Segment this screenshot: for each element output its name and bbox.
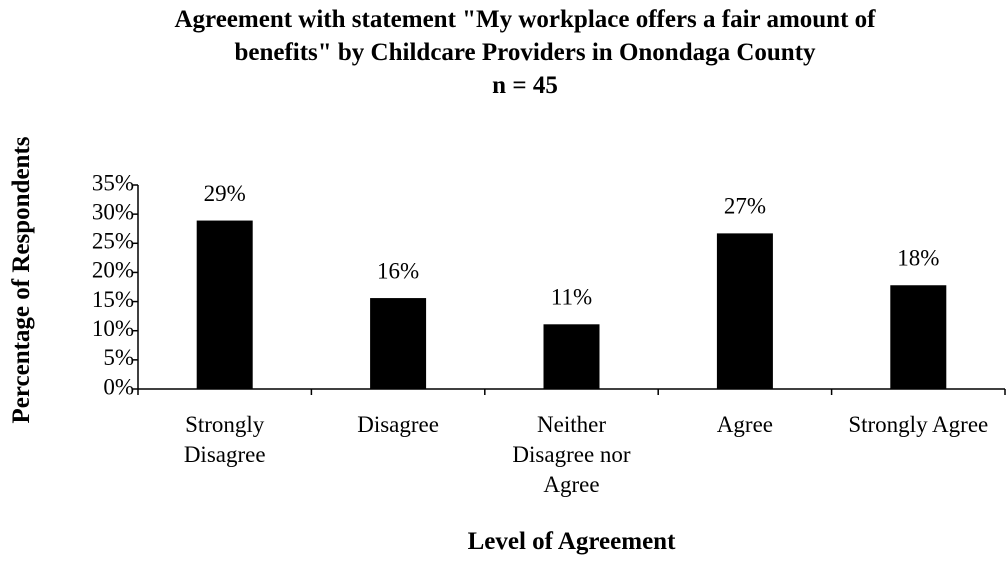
y-tick-label: 30%	[92, 199, 134, 224]
y-tick-label: 15%	[92, 287, 134, 312]
bar	[543, 324, 600, 389]
bar	[890, 285, 947, 389]
x-tick-label: Neither Disagree nor Agree	[512, 412, 631, 497]
x-axis-label: Level of Agreement	[467, 528, 676, 555]
bar	[716, 233, 773, 389]
y-tick-label: 20%	[92, 258, 134, 283]
data-label: 27%	[724, 194, 766, 219]
x-tick-label: Agree	[716, 412, 773, 437]
x-tick-label: Strongly Disagree	[183, 412, 266, 467]
title-block: Agreement with statement "My workplace o…	[130, 3, 920, 102]
y-tick-label: 0%	[103, 374, 134, 399]
data-label: 29%	[204, 181, 246, 206]
y-tick-label: 35%	[92, 170, 134, 195]
data-label: 11%	[551, 285, 592, 310]
y-axis-label: Percentage of Respondents	[8, 136, 35, 424]
x-tick-label: Strongly Agree	[848, 412, 989, 437]
bar	[370, 298, 427, 389]
y-tick-label: 5%	[103, 345, 134, 370]
data-label: 18%	[897, 246, 939, 271]
chart-subtitle: n = 45	[492, 72, 558, 99]
chart-title: Agreement with statement "My workplace o…	[174, 6, 876, 66]
bar	[196, 220, 253, 389]
y-tick-label: 10%	[92, 316, 134, 341]
y-tick-label: 25%	[92, 229, 134, 254]
data-label: 16%	[377, 258, 419, 283]
x-tick-label: Disagree	[357, 412, 439, 437]
